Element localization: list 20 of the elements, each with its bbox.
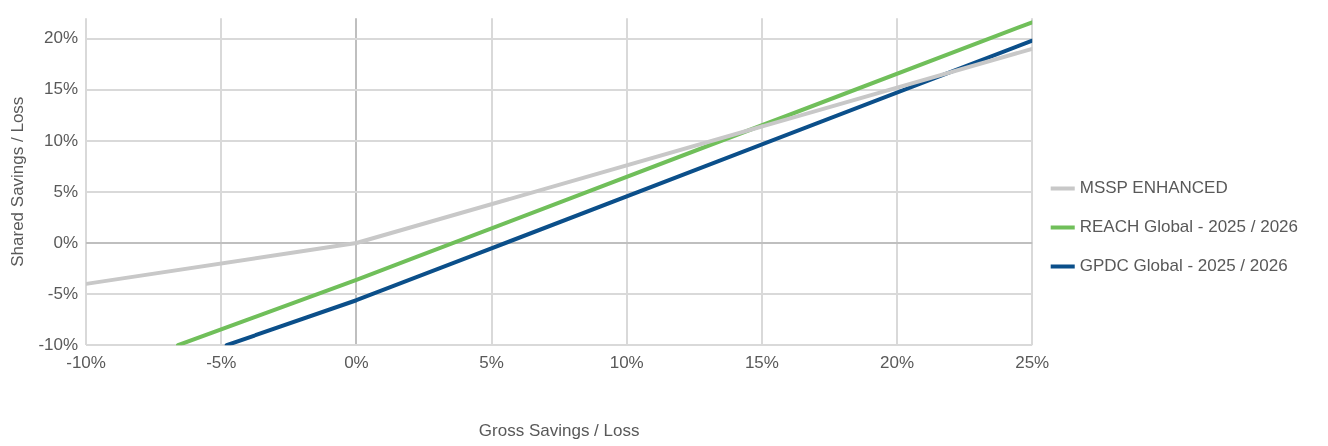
y-tick-label: 5% (53, 181, 79, 201)
x-tick-label: 15% (744, 353, 779, 373)
x-tick-label: -10% (66, 353, 106, 373)
y-tick-label: 10% (44, 130, 79, 150)
x-tick-label: 25% (1015, 353, 1050, 373)
legend-label: MSSP ENHANCED (1079, 178, 1228, 198)
x-tick-label: 5% (479, 353, 504, 373)
y-tick-label: 20% (44, 28, 79, 48)
legend-label: GPDC Global - 2025 / 2026 (1079, 256, 1288, 276)
y-tick-label: 15% (44, 79, 79, 99)
x-tick-label: 20% (880, 353, 915, 373)
y-tick-label: 0% (53, 232, 79, 252)
x-tick-label: 10% (609, 353, 644, 373)
x-tick-label: -5% (206, 353, 237, 373)
x-tick-label: 0% (344, 353, 369, 373)
x-axis-title: Gross Savings / Loss (478, 421, 640, 441)
legend-label: REACH Global - 2025 / 2026 (1079, 217, 1299, 237)
y-tick-label: -10% (38, 334, 79, 354)
y-axis-title: Shared Savings / Loss (7, 96, 27, 267)
y-tick-label: -5% (47, 283, 79, 303)
